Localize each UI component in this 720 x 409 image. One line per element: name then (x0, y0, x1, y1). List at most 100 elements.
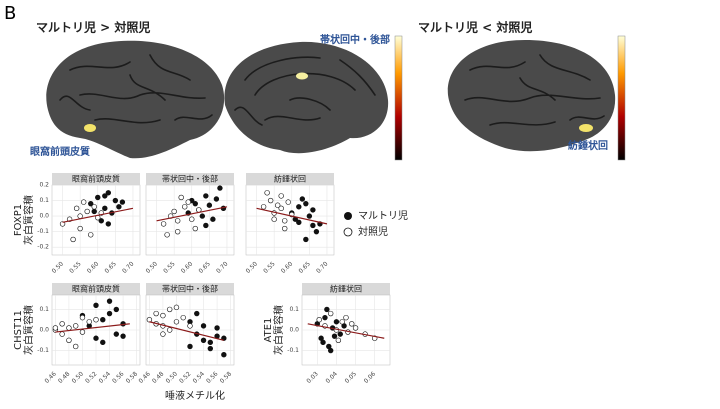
y-tick-label: 0.2 (39, 182, 49, 189)
point-control (174, 218, 181, 224)
point-maltreated (296, 219, 302, 226)
point-maltreated (310, 222, 316, 229)
point-control (166, 327, 173, 333)
point-control (189, 216, 195, 222)
x-tick-label: 0.65 (103, 260, 118, 275)
point-control (73, 205, 80, 212)
point-maltreated (296, 204, 302, 210)
x-tick-label: 0.46 (137, 370, 152, 385)
point-control (339, 319, 345, 325)
point-control (260, 204, 267, 210)
x-tick-label: 0.55 (68, 260, 83, 275)
point-maltreated (206, 202, 213, 208)
point-control (93, 317, 99, 323)
point-control (171, 208, 177, 215)
point-maltreated (320, 339, 326, 346)
x-tick-label: 0.70 (215, 260, 230, 275)
x-tick-label: 0.55 (262, 260, 277, 275)
point-maltreated (203, 222, 209, 229)
point-maltreated (192, 200, 198, 207)
trend-line (149, 321, 224, 341)
point-control (316, 317, 322, 323)
point-maltreated (95, 194, 101, 201)
x-tick-label: 0.50 (51, 260, 66, 275)
point-maltreated (113, 331, 120, 337)
point-maltreated (303, 236, 309, 243)
point-control (79, 314, 86, 321)
point-control (282, 218, 288, 224)
point-control (285, 199, 291, 205)
point-control (343, 314, 349, 321)
point-maltreated (303, 200, 309, 207)
strip-title: 紡錘状回 (330, 284, 362, 294)
x-tick-label: 0.58 (125, 370, 140, 385)
point-maltreated (102, 193, 108, 199)
strip-title: 帯状回中・後部 (162, 174, 218, 184)
point-control (59, 321, 65, 327)
point-maltreated (102, 205, 108, 212)
point-control (271, 216, 277, 222)
point-control (146, 317, 153, 323)
x-tick-label: 0.52 (178, 370, 193, 385)
region-label: 帯状回中・後部 (320, 33, 390, 46)
point-control (160, 331, 166, 337)
point-maltreated (98, 218, 104, 224)
x-tick-label: 0.70 (315, 260, 330, 275)
strip-title: 帯状回中・後部 (162, 284, 218, 294)
point-control (66, 337, 72, 343)
point-control (160, 312, 166, 319)
point-maltreated (100, 339, 106, 346)
point-maltreated (337, 331, 343, 337)
point-control (187, 323, 193, 329)
x-tick-label: 0.50 (165, 370, 180, 385)
point-maltreated (93, 335, 99, 341)
point-maltreated (333, 319, 340, 325)
point-maltreated (119, 199, 126, 205)
x-axis-label: 唾液メチル化 (165, 389, 225, 402)
point-maltreated (203, 193, 209, 199)
point-maltreated (214, 325, 220, 331)
strip-title: 眼窩前頭皮質 (72, 284, 120, 294)
point-control (91, 204, 97, 210)
point-control (349, 321, 355, 327)
trend-line (256, 207, 328, 225)
legend-label: マルトリ児 (358, 210, 408, 222)
point-maltreated (116, 204, 122, 210)
y-axis-label: ATE1 (263, 318, 274, 343)
point-control (178, 194, 184, 201)
point-control (80, 199, 87, 205)
x-tick-label: 0.05 (344, 370, 359, 385)
strip (52, 173, 140, 185)
strip (146, 283, 234, 295)
x-tick-label: 0.56 (205, 370, 220, 385)
x-tick-label: 0.54 (192, 370, 207, 385)
plot-area (245, 184, 335, 256)
y-tick-label: 0.1 (289, 306, 299, 313)
point-control (335, 337, 342, 343)
point-control (274, 202, 281, 208)
x-tick-label: 0.65 (197, 260, 212, 275)
point-control (267, 197, 274, 204)
y-axis-label: 灰白質容積 (22, 195, 35, 245)
y-axis-label: CHST11 (13, 310, 24, 350)
point-maltreated (187, 343, 193, 350)
region-label: 紡錘状回 (568, 139, 608, 152)
plot-area (51, 184, 141, 256)
point-control (160, 221, 167, 227)
point-control (166, 306, 173, 313)
legend-swatch (344, 212, 352, 220)
strip (52, 283, 140, 295)
trend-line (307, 323, 385, 339)
point-maltreated (200, 323, 207, 329)
x-tick-label: 0.56 (111, 370, 126, 385)
x-tick-label: 0.03 (305, 370, 320, 385)
point-control (77, 213, 83, 219)
x-tick-label: 0.58 (219, 370, 234, 385)
legend-swatch (343, 227, 353, 237)
point-maltreated (120, 333, 126, 339)
point-control (72, 343, 79, 350)
colorbar (394, 35, 403, 161)
point-maltreated (324, 306, 330, 313)
x-tick-label: 0.54 (98, 370, 113, 385)
